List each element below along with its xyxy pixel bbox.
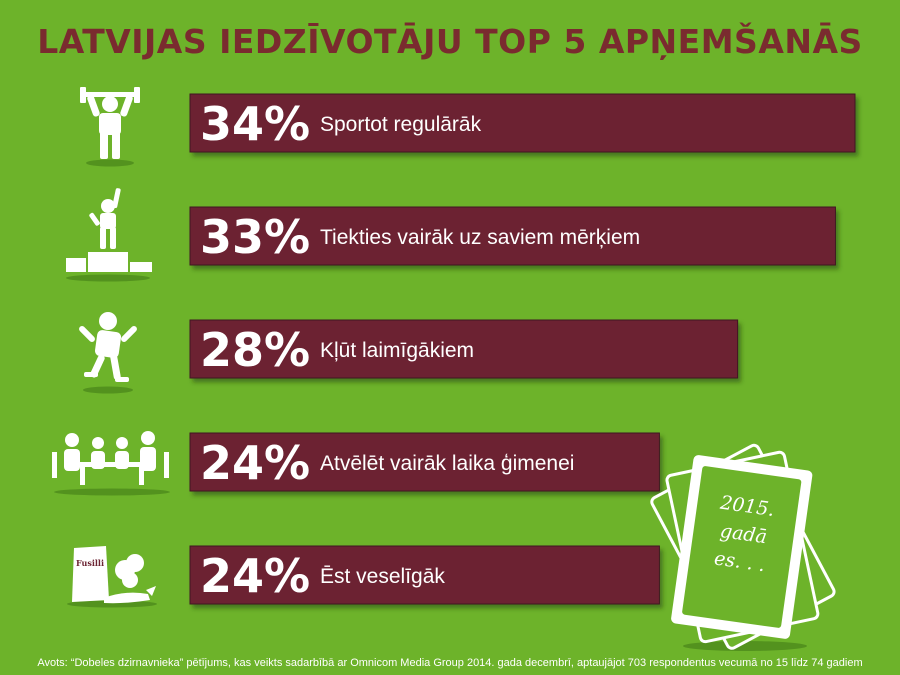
groceries-icon: Fusilli bbox=[67, 546, 157, 608]
category-label-4: Atvēlēt vairāk laika ģimenei bbox=[320, 452, 574, 475]
value-label-4: 24% bbox=[200, 436, 310, 490]
bars-layer bbox=[189, 93, 856, 605]
value-label-3: 28% bbox=[200, 323, 310, 377]
bar-5 bbox=[189, 545, 660, 605]
dumbbell-lifter-icon bbox=[80, 87, 140, 167]
jumping-person-icon bbox=[79, 312, 137, 394]
source-note: Avots: “Dobeles dzirnavnieka” pētījums, … bbox=[37, 657, 863, 669]
category-label-1: Sportot regulārāk bbox=[320, 113, 482, 136]
family-table-icon bbox=[52, 431, 170, 496]
bar-4 bbox=[189, 432, 660, 492]
value-label-1: 34% bbox=[200, 97, 310, 151]
category-label-3: Kļūt laimīgākiem bbox=[320, 339, 474, 362]
labels-layer: 34% Sportot regulārāk 33% Tiekties vairāk u… bbox=[200, 97, 640, 603]
value-label-5: 24% bbox=[200, 549, 310, 603]
bar-3 bbox=[189, 319, 739, 379]
value-label-2: 33% bbox=[200, 210, 310, 264]
package-label: Fusilli bbox=[76, 558, 104, 568]
notebook-illustration: 2015. gadā es. . . bbox=[650, 443, 836, 651]
category-label-2: Tiekties vairāk uz saviem mērķiem bbox=[320, 226, 640, 249]
category-label-5: Ēst veselīgāk bbox=[320, 565, 445, 588]
bar-2 bbox=[189, 206, 836, 266]
podium-winner-icon bbox=[66, 188, 152, 282]
page-title: LATVIJAS IEDZĪVOTĀJU TOP 5 APŅEMŠANĀS bbox=[37, 22, 863, 61]
bar-1 bbox=[189, 93, 856, 153]
